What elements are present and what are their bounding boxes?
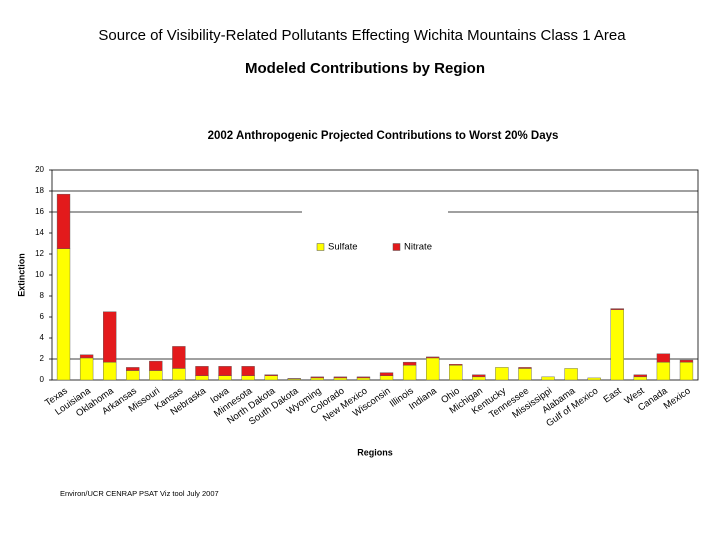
x-tick-label: East [602, 385, 624, 405]
bar-segment [656, 361, 671, 381]
bar-segment [610, 309, 624, 381]
bar-segment [310, 376, 324, 379]
legend-label: Nitrate [404, 242, 432, 253]
bar-segment [333, 376, 348, 379]
bar-segment [564, 368, 578, 381]
bar-segment [656, 353, 671, 363]
footer-note: Environ/UCR CENRAP PSAT Viz tool July 20… [60, 489, 219, 498]
legend-swatch [392, 243, 401, 251]
bar-segment [195, 375, 209, 381]
bar-segment [426, 356, 440, 359]
bar-segment [126, 367, 140, 371]
bar-segment [195, 366, 209, 377]
y-tick-label: 16 [35, 207, 44, 216]
bar-segment [541, 376, 555, 381]
legend: Sulfate Nitrate [302, 205, 448, 260]
bar-segment [149, 360, 163, 371]
bar-segment [56, 193, 71, 249]
legend-swatch [316, 243, 325, 251]
bar-segment [379, 372, 394, 376]
bar-segment [426, 357, 440, 381]
bar-segment [56, 248, 71, 381]
bar-segment [495, 367, 509, 381]
y-tick-label: 14 [35, 228, 44, 237]
bar-segment [218, 366, 232, 377]
bar-segment [472, 376, 486, 381]
y-tick-label: 6 [40, 312, 45, 321]
bar-segment [264, 375, 278, 381]
y-tick-label: 10 [35, 270, 44, 279]
bar-segment [218, 375, 232, 381]
bar-segment [264, 374, 278, 376]
bar-segment [126, 370, 140, 381]
y-tick-label: 0 [40, 375, 45, 384]
bar-segment [103, 361, 117, 381]
y-tick-label: 4 [40, 333, 45, 342]
bar-segment [172, 368, 186, 381]
bar-segment [356, 376, 371, 379]
legend-box [302, 205, 448, 260]
bar-segment [449, 365, 463, 381]
bar-segment [379, 375, 394, 381]
bar-segment [241, 366, 255, 377]
bar-segment [679, 359, 694, 363]
x-axis-label: Regions [357, 447, 393, 457]
y-tick-label: 20 [35, 165, 44, 174]
bar-segment [518, 367, 532, 369]
bar-segment [310, 377, 324, 381]
bar-segment [287, 378, 301, 380]
bar-segment [472, 374, 486, 378]
bar-segment [333, 377, 348, 381]
bar-segment [172, 346, 186, 369]
bar-segment [241, 375, 255, 381]
bar-segment [356, 377, 371, 381]
bar-segment [633, 376, 647, 381]
bar-segment [587, 377, 601, 381]
bar-segment [79, 357, 94, 381]
bar-segment [610, 308, 624, 310]
x-tick-label: Mexico [662, 386, 693, 412]
y-tick-label: 12 [35, 249, 44, 258]
bar-segment [518, 368, 532, 381]
bar-segment [79, 354, 94, 359]
chart-title: 2002 Anthropogenic Projected Contributio… [208, 130, 559, 142]
plot-frame [51, 169, 699, 381]
bar-segment [149, 370, 163, 381]
y-axis-label: Extinction [16, 253, 26, 297]
bar-segment [402, 365, 417, 381]
y-tick-label: 8 [40, 291, 45, 300]
legend-label: Sulfate [328, 242, 358, 253]
bar-segment [633, 374, 647, 378]
y-tick-label: 2 [40, 354, 45, 363]
y-tick-label: 18 [35, 186, 44, 195]
slide-subtitle: Modeled Contributions by Region [245, 60, 485, 77]
bar-segment [103, 311, 117, 363]
bar-segment [402, 361, 417, 366]
bar-segment [679, 361, 694, 381]
bar-segment [449, 364, 463, 366]
slide-title: Source of Visibility-Related Pollutants … [98, 27, 626, 44]
